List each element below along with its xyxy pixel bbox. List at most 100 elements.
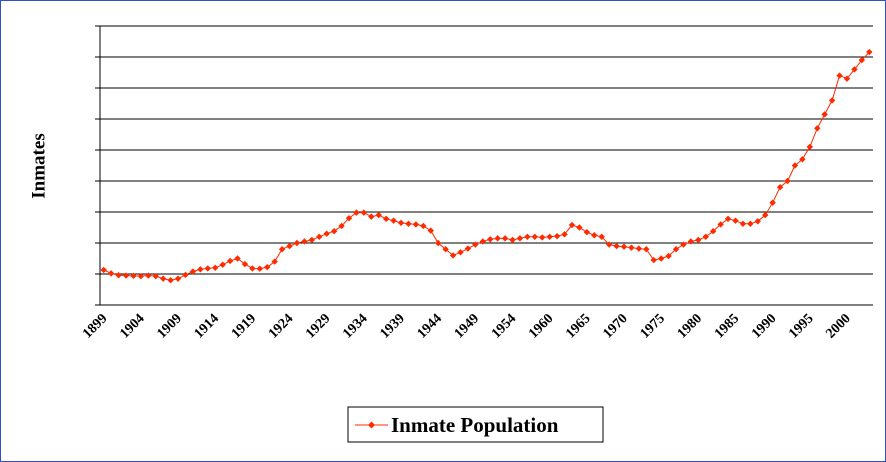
data-point: [368, 213, 375, 220]
data-point: [330, 228, 338, 235]
legend-label: Inmate Population: [391, 413, 559, 437]
data-point: [479, 238, 486, 245]
data-point: [628, 244, 635, 251]
data-point: [769, 199, 776, 206]
data-point: [583, 228, 591, 236]
data-point: [145, 272, 152, 279]
data-point: [776, 184, 784, 191]
data-point: [784, 177, 791, 185]
data-point: [605, 241, 613, 248]
data-point: [665, 252, 672, 260]
data-point: [159, 275, 167, 282]
data-point: [821, 111, 828, 118]
data-point: [323, 230, 330, 237]
data-point: [620, 243, 628, 250]
data-point: [442, 246, 449, 253]
data-point: [531, 233, 539, 240]
data-point: [539, 234, 546, 241]
data-point: [137, 272, 145, 280]
data-point: [197, 266, 204, 273]
data-point: [576, 224, 583, 231]
data-point: [234, 255, 241, 262]
legend-marker: [368, 421, 375, 429]
data-point: [524, 233, 531, 240]
data-point: [226, 257, 234, 265]
data-point: [747, 220, 754, 227]
data-point: [672, 246, 680, 253]
data-point: [799, 156, 806, 163]
data-point: [449, 252, 457, 259]
data-point: [390, 217, 397, 224]
data-point: [405, 220, 412, 227]
data-point: [278, 246, 286, 253]
data-point: [516, 235, 524, 242]
data-point: [167, 277, 174, 284]
data-point: [501, 235, 509, 242]
data-point: [568, 221, 576, 229]
data-point: [732, 217, 739, 224]
data-point: [316, 233, 323, 240]
data-point: [241, 260, 249, 268]
data-point: [360, 209, 368, 216]
data-point: [204, 265, 211, 272]
data-point: [561, 231, 568, 238]
data-point: [717, 221, 724, 228]
data-point: [293, 239, 301, 247]
data-point: [650, 256, 657, 264]
data-point: [546, 233, 553, 240]
data-point: [806, 143, 814, 151]
data-point: [189, 268, 197, 275]
data-point: [695, 236, 702, 244]
y-axis-label: Inmates: [28, 133, 49, 198]
data-point: [814, 125, 821, 132]
data-point: [472, 241, 479, 248]
data-point: [219, 261, 226, 268]
data-point: [843, 75, 851, 82]
data-point: [702, 233, 709, 240]
data-point: [107, 270, 115, 277]
data-point: [791, 162, 799, 169]
legend: [347, 406, 604, 443]
data-point: [301, 238, 308, 245]
data-point: [553, 232, 561, 240]
data-point: [687, 238, 695, 245]
data-point: [249, 265, 256, 272]
data-point: [509, 236, 516, 244]
data-point: [858, 56, 866, 64]
data-point: [353, 209, 360, 216]
data-point: [739, 220, 747, 227]
data-point: [264, 263, 271, 271]
data-point: [286, 242, 293, 250]
data-point: [308, 236, 316, 244]
data-point: [271, 258, 278, 265]
data-point: [724, 215, 732, 223]
data-point: [212, 264, 219, 271]
data-point: [851, 66, 858, 73]
data-point: [591, 232, 598, 239]
data-point: [115, 272, 122, 279]
data-point: [828, 97, 836, 104]
data-point: [866, 48, 873, 56]
data-point: [464, 245, 472, 252]
data-point: [613, 242, 620, 250]
data-point: [434, 239, 442, 247]
data-point: [152, 272, 159, 280]
data-point: [598, 233, 605, 240]
data-point: [836, 72, 843, 79]
data-point: [643, 246, 650, 253]
data-point: [375, 211, 382, 219]
data-point: [487, 236, 494, 243]
data-point: [680, 241, 687, 248]
data-point: [182, 271, 189, 279]
data-point: [457, 249, 464, 256]
data-point: [420, 222, 427, 230]
data-point: [122, 272, 130, 279]
data-point: [130, 272, 137, 280]
data-point: [754, 218, 761, 225]
data-point: [382, 215, 390, 223]
data-point: [397, 219, 405, 227]
data-point: [427, 227, 434, 234]
data-point: [494, 235, 501, 242]
data-point: [762, 211, 769, 219]
